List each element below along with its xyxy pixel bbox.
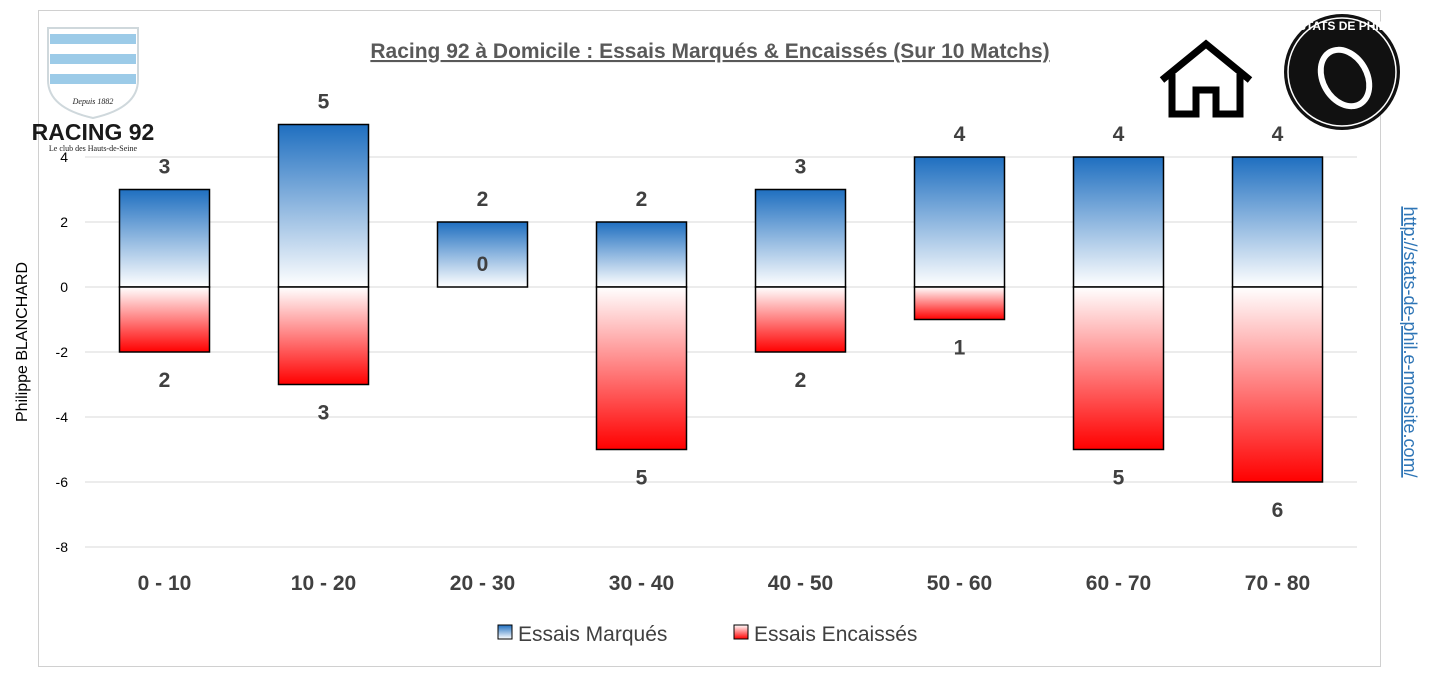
bar-essais-marques — [913, 156, 1006, 288]
bar-essais-marques — [118, 188, 211, 288]
data-label-marques: 3 — [795, 156, 807, 179]
racing92-shield-icon — [47, 27, 139, 120]
data-label-encaisses: 0 — [477, 253, 489, 276]
house-icon — [1159, 39, 1253, 118]
bar-essais-marques — [595, 221, 688, 288]
data-label-marques: 2 — [477, 188, 489, 211]
bar-essais-encaisses — [595, 286, 688, 451]
data-label-encaisses: 1 — [954, 337, 966, 360]
website-link[interactable]: http://stats-de-phil.e-monsite.com/ — [1400, 206, 1420, 477]
club-since: Depuis 1882 — [72, 97, 114, 106]
legend-label-marques: Essais Marqués — [518, 623, 667, 646]
club-name: RACING 92 — [32, 119, 155, 145]
data-labels: 3 2 5 3 2 0 2 5 3 2 4 1 4 5 4 6 — [159, 91, 1284, 523]
bar-essais-encaisses — [754, 286, 847, 353]
x-category-label: 50 - 60 — [927, 572, 992, 595]
data-label-encaisses: 5 — [636, 467, 648, 490]
author-label: Philippe BLANCHARD — [14, 262, 31, 422]
legend-swatch-marques — [497, 624, 513, 640]
data-label-encaisses: 2 — [159, 369, 171, 392]
data-label-encaisses: 2 — [795, 369, 807, 392]
x-category-label: 40 - 50 — [768, 572, 833, 595]
shield-stripe — [50, 54, 136, 64]
bar-essais-encaisses — [277, 286, 370, 386]
x-category-label: 70 - 80 — [1245, 572, 1310, 595]
y-tick-label: 2 — [60, 214, 68, 230]
bar-essais-marques — [277, 123, 370, 288]
legend-label-encaisses: Essais Encaissés — [754, 623, 917, 646]
legend: Essais Marqués Essais Encaissés — [497, 623, 917, 646]
data-label-encaisses: 6 — [1272, 499, 1284, 522]
x-axis-categories: 0 - 10 10 - 20 20 - 30 30 - 40 40 - 50 50 - 6… — [138, 572, 1311, 595]
data-label-marques: 5 — [318, 91, 330, 114]
y-tick-label: 0 — [60, 279, 68, 295]
bar-essais-marques — [436, 221, 529, 288]
x-category-label: 30 - 40 — [609, 572, 674, 595]
bar-essais-encaisses — [118, 286, 211, 353]
data-label-marques: 3 — [159, 156, 171, 179]
badge-text: STATS DE PHIL — [1298, 19, 1386, 33]
bar-essais-encaisses — [1231, 286, 1324, 483]
bar-essais-marques — [1072, 156, 1165, 288]
chart-frame — [38, 10, 1381, 667]
x-category-label: 10 - 20 — [291, 572, 356, 595]
data-label-marques: 4 — [1113, 123, 1125, 146]
y-tick-label: -8 — [56, 539, 69, 555]
legend-swatch-encaisses — [733, 624, 749, 640]
stats-de-phil-badge: STATS DE PHIL — [1284, 14, 1400, 130]
bar-essais-encaisses — [913, 286, 1006, 321]
bar-essais-marques — [1231, 156, 1324, 288]
data-label-encaisses: 5 — [1113, 467, 1125, 490]
bars — [118, 123, 1324, 483]
y-axis-ticks: -8 -6 -4 -2 0 2 4 — [56, 149, 69, 555]
chart-title: Racing 92 à Domicile : Essais Marqués & … — [370, 40, 1049, 63]
x-category-label: 0 - 10 — [138, 572, 192, 595]
y-tick-label: -6 — [56, 474, 69, 490]
gridlines — [85, 156, 1357, 548]
racing92-logo: Depuis 1882 RACING 92 Le club des Hauts-… — [32, 27, 155, 153]
bar-essais-marques — [754, 188, 847, 288]
x-category-label: 20 - 30 — [450, 572, 515, 595]
x-category-label: 60 - 70 — [1086, 572, 1151, 595]
data-label-marques: 2 — [636, 188, 648, 211]
shield-stripe — [50, 34, 136, 44]
shield-stripe — [50, 74, 136, 84]
data-label-encaisses: 3 — [318, 402, 330, 425]
data-label-marques: 4 — [1272, 123, 1284, 146]
data-label-marques: 4 — [954, 123, 966, 146]
y-tick-label: 4 — [60, 149, 68, 165]
y-tick-label: -2 — [56, 344, 69, 360]
bar-essais-encaisses — [1072, 286, 1165, 451]
y-tick-label: -4 — [56, 409, 69, 425]
club-tagline: Le club des Hauts-de-Seine — [49, 144, 138, 153]
